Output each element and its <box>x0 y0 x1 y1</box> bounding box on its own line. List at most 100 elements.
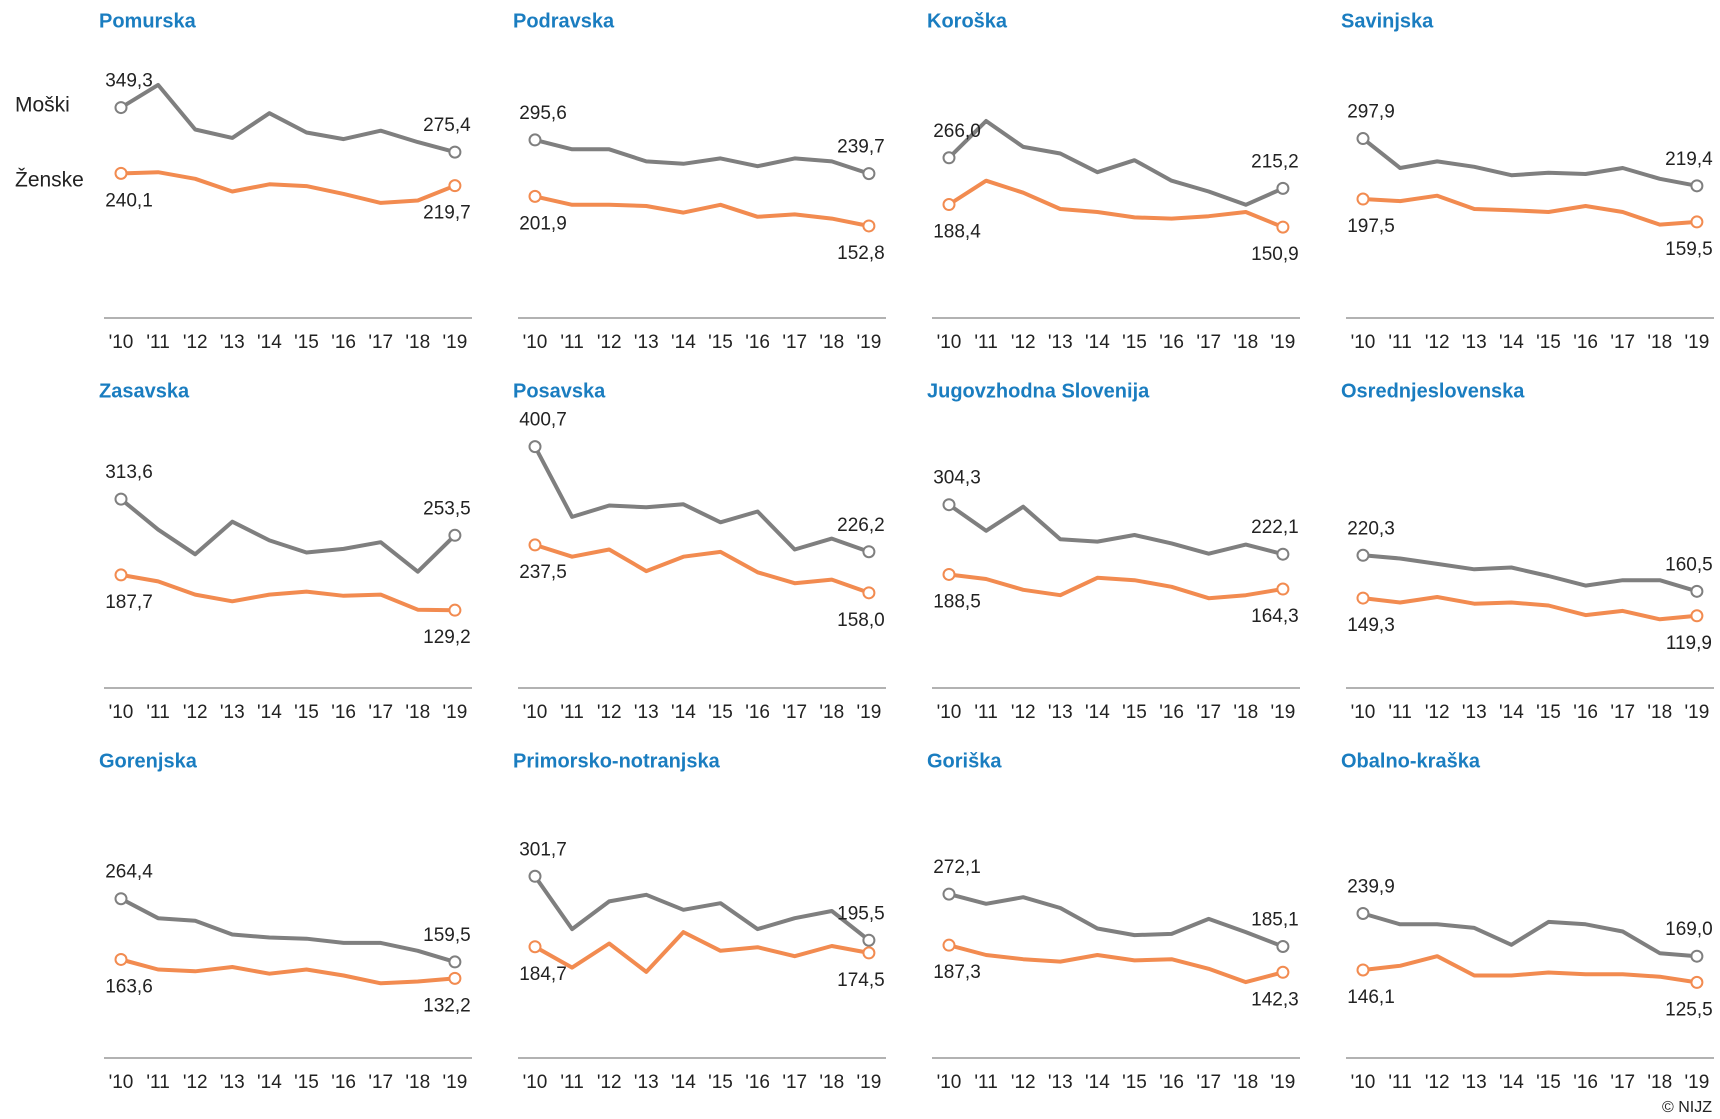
end-marker <box>114 101 128 115</box>
end-marker <box>114 952 128 966</box>
x-tick-label: '11 <box>1388 332 1411 353</box>
x-tick-label: '13 <box>634 332 659 353</box>
value-label: 226,2 <box>837 515 885 536</box>
x-tick-label: '13 <box>634 702 659 723</box>
x-tick-label: '19 <box>443 1072 468 1093</box>
x-tick-label: '18 <box>1647 332 1672 353</box>
value-label: 237,5 <box>519 562 567 583</box>
value-label: 146,1 <box>1347 987 1395 1008</box>
end-marker <box>862 586 876 600</box>
x-tick-label: '17 <box>368 1072 393 1093</box>
x-tick-label: '15 <box>708 702 733 723</box>
panel-title: Podravska <box>513 10 615 32</box>
x-tick-label: '12 <box>183 332 208 353</box>
series-line <box>948 572 1284 601</box>
value-label: 150,9 <box>1251 244 1299 265</box>
end-marker <box>1690 609 1704 623</box>
value-label: 187,7 <box>105 592 153 613</box>
value-label: 272,1 <box>933 857 981 878</box>
x-tick-label: '14 <box>257 1072 282 1093</box>
end-marker <box>528 189 542 203</box>
value-label: 275,4 <box>423 115 471 136</box>
end-marker <box>448 971 462 985</box>
end-marker <box>1276 547 1290 561</box>
series-line <box>120 896 456 964</box>
end-marker <box>1690 584 1704 598</box>
x-tick-label: '12 <box>1011 702 1036 723</box>
value-label: 400,7 <box>519 410 567 431</box>
series-line <box>1362 954 1698 985</box>
value-label: 158,0 <box>837 610 885 631</box>
x-tick-label: '10 <box>523 702 548 723</box>
series-line <box>533 445 870 554</box>
x-tick-label: '13 <box>1048 332 1073 353</box>
x-tick-label: '12 <box>183 702 208 723</box>
end-marker <box>942 887 956 901</box>
x-tick-label: '11 <box>974 332 997 353</box>
value-label: 188,4 <box>933 222 981 243</box>
value-label: 142,3 <box>1251 989 1299 1010</box>
x-tick-label: '18 <box>1233 702 1258 723</box>
value-label: 163,6 <box>105 976 153 997</box>
x-tick-label: '19 <box>857 332 882 353</box>
value-label: 184,7 <box>519 964 567 985</box>
x-tick-label: '14 <box>1085 332 1110 353</box>
x-tick-label: '10 <box>109 332 134 353</box>
panel-title: Savinjska <box>1341 10 1434 32</box>
x-tick-label: '13 <box>1462 702 1487 723</box>
x-tick-label: '14 <box>671 332 696 353</box>
x-tick-label: '10 <box>937 332 962 353</box>
panel-title: Osrednjeslovenska <box>1341 380 1525 402</box>
value-label: 264,4 <box>105 862 153 883</box>
x-tick-label: '11 <box>146 332 169 353</box>
series-line <box>534 542 870 595</box>
x-tick-label: '15 <box>1536 1072 1561 1093</box>
end-marker <box>448 955 462 969</box>
value-label: 301,7 <box>519 839 567 860</box>
value-label: 240,1 <box>105 190 153 211</box>
value-label: 188,5 <box>933 591 981 612</box>
end-marker <box>114 892 128 906</box>
x-tick-label: '10 <box>109 702 134 723</box>
x-tick-label: '14 <box>1085 1072 1110 1093</box>
end-marker <box>1276 582 1290 596</box>
x-tick-label: '14 <box>1499 1072 1524 1093</box>
x-tick-label: '18 <box>819 702 844 723</box>
x-tick-label: '19 <box>1271 1072 1296 1093</box>
x-tick-label: '14 <box>257 332 282 353</box>
value-label: 266,0 <box>933 121 981 142</box>
x-tick-label: '16 <box>1573 1072 1598 1093</box>
end-marker <box>1276 965 1290 979</box>
x-tick-label: '17 <box>1196 702 1221 723</box>
x-tick-label: '13 <box>1462 332 1487 353</box>
x-tick-label: '13 <box>634 1072 659 1093</box>
end-marker <box>114 492 128 506</box>
end-marker <box>1690 975 1704 989</box>
x-tick-label: '15 <box>294 1072 319 1093</box>
x-tick-label: '17 <box>368 702 393 723</box>
series-line <box>948 892 1284 949</box>
end-marker <box>528 538 542 552</box>
series-line <box>947 178 1284 229</box>
value-label: 219,7 <box>423 203 471 224</box>
x-tick-label: '15 <box>294 332 319 353</box>
end-marker <box>528 133 542 147</box>
series-line <box>1362 911 1698 959</box>
x-tick-label: '11 <box>974 1072 997 1093</box>
value-label: 174,5 <box>837 970 885 991</box>
x-tick-label: '10 <box>937 1072 962 1093</box>
series-line <box>1362 553 1698 594</box>
end-marker <box>114 568 128 582</box>
x-tick-label: '12 <box>1425 1072 1450 1093</box>
x-tick-label: '15 <box>1536 702 1561 723</box>
series-line <box>120 170 456 205</box>
x-tick-label: '15 <box>1536 332 1561 353</box>
value-label: 159,5 <box>1665 239 1713 260</box>
end-marker <box>1356 906 1370 920</box>
x-tick-label: '17 <box>1196 332 1221 353</box>
end-marker <box>1356 548 1370 562</box>
x-tick-label: '16 <box>745 332 770 353</box>
x-tick-label: '16 <box>745 702 770 723</box>
series-line <box>119 497 457 574</box>
